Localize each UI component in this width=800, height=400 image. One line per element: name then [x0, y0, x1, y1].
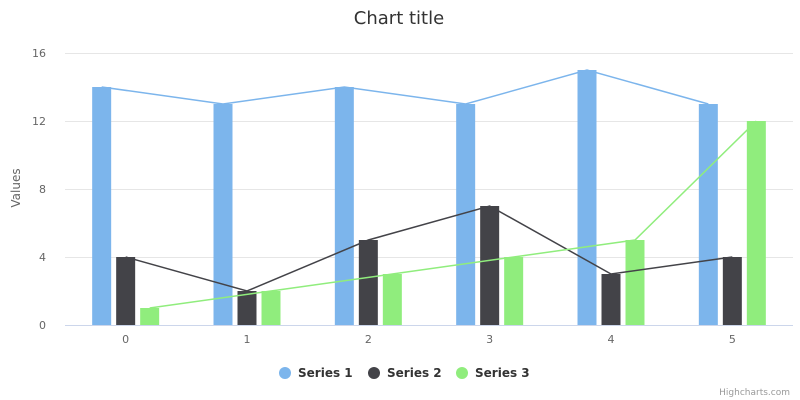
- bar[interactable]: [625, 240, 645, 325]
- bar[interactable]: [334, 87, 354, 325]
- y-tick-label: 4: [39, 251, 46, 264]
- legend-label: Series 3: [475, 366, 530, 380]
- bar[interactable]: [577, 70, 597, 325]
- grid-lines: [65, 53, 793, 326]
- credit-link[interactable]: Highcharts.com: [719, 388, 790, 398]
- bar[interactable]: [698, 104, 718, 325]
- series-line: [149, 120, 757, 309]
- legend-marker: [456, 367, 468, 379]
- bar[interactable]: [237, 291, 257, 325]
- bar[interactable]: [601, 274, 621, 325]
- bar[interactable]: [456, 104, 476, 325]
- legend-item[interactable]: Series 3: [456, 366, 530, 380]
- x-axis-ticks: 0 1 2 3 4 5: [122, 333, 736, 346]
- bar[interactable]: [722, 257, 742, 325]
- legend-marker: [279, 367, 291, 379]
- bar[interactable]: [261, 291, 281, 325]
- x-tick-label: 5: [729, 333, 736, 346]
- bar[interactable]: [92, 87, 112, 325]
- legend-label: Series 2: [387, 366, 442, 380]
- legend: Series 1 Series 2 Series 3: [279, 366, 530, 380]
- legend-item[interactable]: Series 2: [368, 366, 442, 380]
- y-tick-label: 8: [39, 183, 46, 196]
- y-tick-label: 0: [39, 319, 46, 332]
- bars: [92, 70, 766, 325]
- bar[interactable]: [382, 274, 402, 325]
- legend-item[interactable]: Series 1: [279, 366, 353, 380]
- series-line: [101, 69, 709, 105]
- y-axis-ticks: 0 4 8 12 16: [32, 47, 46, 332]
- chart-title: Chart title: [354, 8, 444, 29]
- bar[interactable]: [213, 104, 233, 325]
- bar[interactable]: [140, 308, 160, 325]
- series-lines: [101, 69, 757, 309]
- y-tick-label: 16: [32, 47, 46, 60]
- y-tick-label: 12: [32, 115, 46, 128]
- bar[interactable]: [358, 240, 378, 325]
- x-tick-label: 4: [608, 333, 615, 346]
- x-tick-label: 1: [244, 333, 251, 346]
- x-tick-label: 2: [365, 333, 372, 346]
- series-line: [125, 205, 733, 292]
- legend-marker: [368, 367, 380, 379]
- bar[interactable]: [746, 121, 766, 325]
- bar[interactable]: [480, 206, 500, 325]
- x-tick-label: 3: [486, 333, 493, 346]
- legend-label: Series 1: [298, 366, 353, 380]
- bar[interactable]: [116, 257, 136, 325]
- y-axis-title: Values: [9, 168, 23, 207]
- x-tick-label: 0: [122, 333, 129, 346]
- bar[interactable]: [504, 257, 524, 325]
